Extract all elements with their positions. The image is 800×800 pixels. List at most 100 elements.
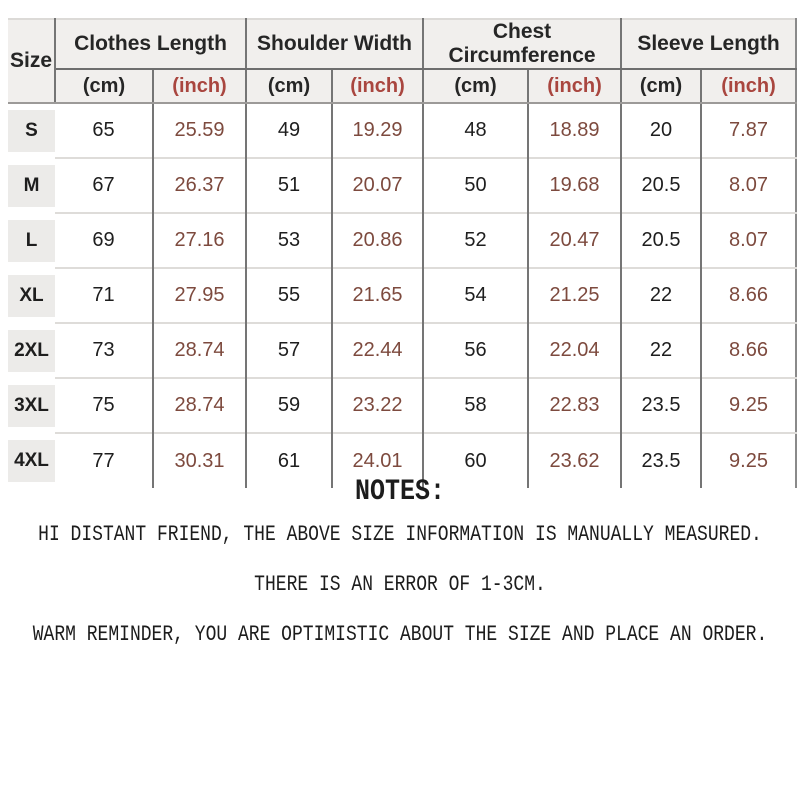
size-cell: 4XL	[8, 433, 55, 488]
table-row-3xl: 3XL 75 28.74 59 23.22 58 22.83 23.5 9.25	[8, 377, 797, 433]
inch-value: 7.87	[700, 102, 797, 158]
inch-value: 28.74	[151, 377, 247, 433]
cm-value: 61	[245, 432, 333, 488]
cm-value: 54	[422, 267, 529, 323]
cm-value: 77	[55, 432, 153, 488]
inch-value: 19.29	[331, 102, 424, 158]
inch-value: 9.25	[700, 377, 797, 433]
inch-value: 22.83	[527, 377, 622, 433]
cm-value: 59	[245, 377, 333, 433]
inch-value: 20.47	[527, 212, 622, 268]
inch-value: 28.74	[151, 322, 247, 378]
size-cell: 3XL	[8, 378, 55, 433]
size-label: 3XL	[8, 384, 55, 427]
inch-value: 8.07	[700, 212, 797, 268]
cm-value: 22	[620, 267, 702, 323]
inch-value: 22.44	[331, 322, 424, 378]
cm-unit-header: (cm)	[54, 69, 153, 104]
inch-value: 8.66	[700, 322, 797, 378]
size-cell: 2XL	[8, 323, 55, 378]
inch-unit-header: (inch)	[700, 69, 797, 104]
table-row-2xl: 2XL 73 28.74 57 22.44 56 22.04 22 8.66	[8, 322, 797, 378]
inch-value: 30.31	[151, 432, 247, 488]
cm-value: 48	[422, 102, 529, 158]
table-header: Size Clothes Length Shoulder Width Chest…	[8, 19, 797, 104]
cm-unit-header: (cm)	[422, 69, 529, 104]
inch-value: 27.16	[151, 212, 247, 268]
cm-value: 57	[245, 322, 333, 378]
inch-value: 8.66	[700, 267, 797, 323]
cm-unit-header: (cm)	[620, 69, 702, 104]
notes-title: NOTES:	[354, 474, 445, 509]
cm-value: 20.5	[620, 157, 702, 213]
table-row-l: L 69 27.16 53 20.86 52 20.47 20.5 8.07	[8, 212, 797, 268]
size-cell: M	[8, 158, 55, 213]
notes-section: NOTES: HI DISTANT FRIEND, THE ABOVE SIZE…	[0, 474, 800, 660]
cm-value: 67	[55, 157, 153, 213]
cm-value: 71	[55, 267, 153, 323]
size-label: M	[8, 164, 55, 207]
inch-unit-header: (inch)	[527, 69, 622, 104]
cm-value: 49	[245, 102, 333, 158]
inch-unit-header: (inch)	[331, 69, 424, 104]
inch-value: 18.89	[527, 102, 622, 158]
cm-value: 52	[422, 212, 529, 268]
inch-value: 27.95	[151, 267, 247, 323]
inch-value: 8.07	[700, 157, 797, 213]
size-label: L	[8, 219, 55, 262]
cm-value: 56	[422, 322, 529, 378]
inch-value: 9.25	[700, 432, 797, 488]
inch-value: 24.01	[331, 432, 424, 488]
size-column-header: Size	[8, 19, 56, 104]
unit-header-row: (cm) (inch) (cm) (inch) (cm) (inch) (cm)…	[8, 69, 797, 104]
inch-value: 25.59	[151, 102, 247, 158]
table-row-m: M 67 26.37 51 20.07 50 19.68 20.5 8.07	[8, 157, 797, 213]
inch-value: 21.65	[331, 267, 424, 323]
inch-unit-header: (inch)	[151, 69, 247, 104]
inch-value: 23.22	[331, 377, 424, 433]
cm-value: 51	[245, 157, 333, 213]
cm-value: 58	[422, 377, 529, 433]
size-label: 2XL	[8, 329, 55, 372]
table-body: S 65 25.59 49 19.29 48 18.89 20 7.87 M 6…	[8, 102, 797, 488]
table-row-xl: XL 71 27.95 55 21.65 54 21.25 22 8.66	[8, 267, 797, 323]
cm-value: 50	[422, 157, 529, 213]
chest-circumference-header: Chest Circumference	[422, 19, 622, 70]
cm-value: 73	[55, 322, 153, 378]
cm-value: 22	[620, 322, 702, 378]
size-label: XL	[8, 274, 55, 317]
inch-value: 20.07	[331, 157, 424, 213]
cm-value: 75	[55, 377, 153, 433]
size-cell: S	[8, 103, 55, 158]
size-label: 4XL	[8, 439, 55, 482]
cm-value: 20.5	[620, 212, 702, 268]
clothes-length-header: Clothes Length	[53, 19, 247, 70]
size-label: S	[8, 110, 55, 152]
cm-value: 55	[245, 267, 333, 323]
inch-value: 26.37	[151, 157, 247, 213]
inch-value: 23.62	[527, 432, 622, 488]
note-line-measured: HI DISTANT FRIEND, THE ABOVE SIZE INFORM…	[38, 522, 762, 548]
table-row-s: S 65 25.59 49 19.29 48 18.89 20 7.87	[8, 102, 797, 158]
cm-value: 69	[55, 212, 153, 268]
cm-value: 60	[422, 432, 529, 488]
cm-unit-header: (cm)	[245, 69, 333, 104]
cm-value: 23.5	[620, 432, 702, 488]
cm-value: 53	[245, 212, 333, 268]
inch-value: 21.25	[527, 267, 622, 323]
inch-value: 22.04	[527, 322, 622, 378]
inch-value: 19.68	[527, 157, 622, 213]
size-cell: XL	[8, 268, 55, 323]
sleeve-length-header: Sleeve Length	[620, 19, 797, 70]
note-line-reminder: WARM REMINDER, YOU ARE OPTIMISTIC ABOUT …	[32, 622, 768, 648]
note-line-error: THERE IS AN ERROR OF 1-3CM.	[254, 572, 546, 598]
inch-value: 20.86	[331, 212, 424, 268]
cm-value: 65	[55, 102, 153, 158]
size-chart-table: Size Clothes Length Shoulder Width Chest…	[8, 18, 798, 488]
size-cell: L	[8, 213, 55, 268]
table-row-4xl: 4XL 77 30.31 61 24.01 60 23.62 23.5 9.25	[8, 432, 797, 488]
cm-value: 20	[620, 102, 702, 158]
cm-value: 23.5	[620, 377, 702, 433]
group-header-row: Size Clothes Length Shoulder Width Chest…	[8, 19, 797, 104]
shoulder-width-header: Shoulder Width	[245, 19, 424, 70]
